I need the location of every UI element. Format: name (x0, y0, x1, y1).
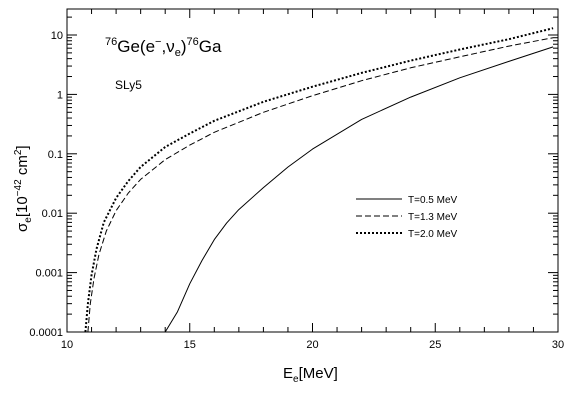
x-tick-label: 30 (552, 339, 564, 351)
reaction-mass1: 76 (105, 36, 117, 48)
y-tick-label: 0.0001 (29, 327, 63, 339)
x-axis: 10 15 20 25 30 (61, 9, 564, 351)
y-tick-label: 10 (51, 30, 63, 42)
x-tick-label: 25 (429, 339, 441, 351)
legend: T=0.5 MeV T=1.3 MeV T=2.0 MeV (356, 195, 458, 240)
legend-label-series-1: T=0.5 MeV (408, 195, 458, 206)
x-axis-title-main: E (283, 365, 293, 382)
plot-frame (66, 8, 559, 333)
series-layer (84, 27, 554, 333)
series-line-3 (84, 27, 554, 333)
series-line-1 (164, 46, 554, 333)
x-axis-title-sub: e (293, 374, 299, 385)
y-axis-title-mid: cm (14, 155, 31, 179)
y-axis-title-exp: −42 (13, 179, 24, 196)
reaction-annotation: 76Ge(e−,νe)76Ga (105, 36, 222, 59)
y-tick-label: 1 (57, 89, 63, 101)
x-axis-title-unit: [MeV] (299, 365, 338, 382)
reaction-nu-sub: e (175, 47, 181, 59)
y-axis-title-open: [10 (14, 196, 31, 217)
y-tick-label: 0.001 (35, 268, 63, 280)
reaction-mass2: 76 (187, 36, 199, 48)
y-tick-label: 0.1 (48, 149, 63, 161)
model-annotation: SLy5 (115, 78, 142, 92)
y-axis-title-main: σ (14, 222, 31, 232)
x-tick-label: 10 (61, 339, 73, 351)
y-axis-title: σe[10−42 cm2] (13, 145, 34, 232)
legend-label-series-2: T=1.3 MeV (408, 212, 458, 223)
reaction-minus: − (155, 36, 161, 48)
reaction-text2: Ga (199, 37, 222, 56)
x-axis-title: Ee[MeV] (283, 365, 338, 385)
y-tick-label: 0.01 (42, 208, 63, 220)
reaction-paren: ) (181, 37, 187, 56)
legend-label-series-3: T=2.0 MeV (408, 229, 458, 240)
y-axis-title-close: ] (14, 145, 31, 149)
reaction-nu: ,ν (161, 37, 174, 56)
y-axis-title-sub: e (23, 217, 34, 223)
y-axis-title-exp2: 2 (13, 149, 24, 155)
x-tick-label: 15 (184, 339, 196, 351)
y-axis: 0.0001 0.001 0.01 0.1 1 10 (29, 16, 558, 339)
reaction-text1: Ge(e (117, 37, 155, 56)
x-tick-label: 20 (306, 339, 318, 351)
series-line-2 (87, 37, 554, 333)
